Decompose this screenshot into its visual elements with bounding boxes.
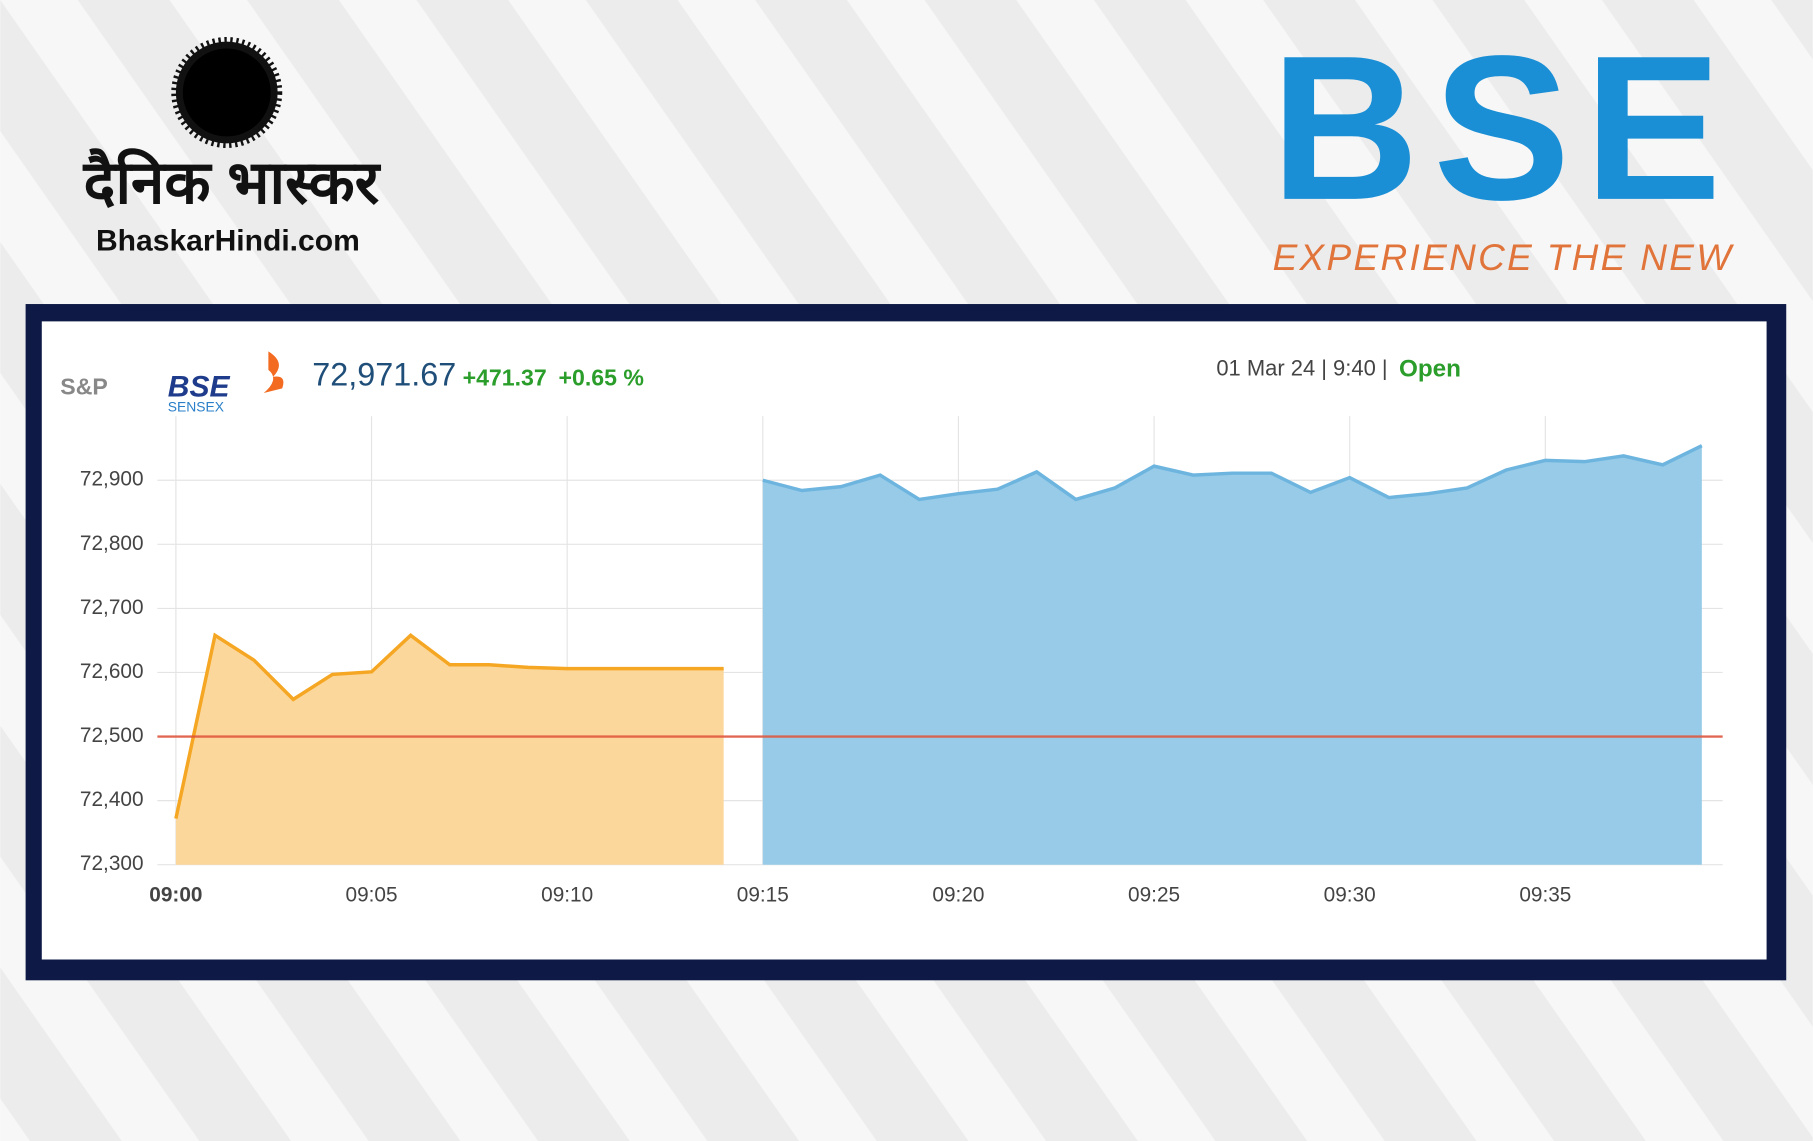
bse-tagline: EXPERIENCE THE NEW <box>1273 237 1735 278</box>
y-tick-label: 72,700 <box>80 596 144 619</box>
x-tick-label: 09:05 <box>346 883 398 906</box>
y-tick-label: 72,300 <box>80 852 144 875</box>
x-tick-label: 09:20 <box>932 883 984 906</box>
x-tick-label: 09:00 <box>149 883 202 906</box>
y-tick-label: 72,800 <box>80 532 144 555</box>
flame-icon <box>263 351 284 394</box>
y-tick-label: 72,500 <box>80 724 144 747</box>
price: 72,971.67 <box>312 356 456 392</box>
y-tick-label: 72,600 <box>80 660 144 683</box>
change-pct: +0.65 % <box>559 364 644 390</box>
plot: 72,300 72,400 72,500 72,600 72,700 72,800 72,9… <box>80 416 1723 906</box>
x-tick-label: 09:10 <box>541 883 593 906</box>
x-tick-label: 09:15 <box>737 883 789 906</box>
x-tick-label: 09:30 <box>1324 883 1376 906</box>
sun-logo <box>171 36 283 148</box>
logo-text: दैनिक भास्कर <box>83 148 382 216</box>
logo-site: BhaskarHindi.com <box>96 225 360 258</box>
status: Open <box>1399 355 1461 382</box>
brand-sp: S&P <box>60 374 108 400</box>
brand-bse: BSE <box>168 370 231 403</box>
area-fill <box>175 635 724 865</box>
series-line <box>762 444 1703 502</box>
x-tick-label: 09:35 <box>1519 883 1571 906</box>
y-tick-label: 72,900 <box>80 468 144 491</box>
change: +471.37 <box>463 364 547 390</box>
y-tick-label: 72,400 <box>80 788 144 811</box>
brand-sensex: SENSEX <box>168 399 224 415</box>
x-tick-label: 09:25 <box>1128 883 1180 906</box>
timestamp: 01 Mar 24 | 9:40 | <box>1216 356 1387 381</box>
series-line <box>174 632 724 819</box>
bse-logo: BSE <box>1271 13 1736 243</box>
area-fill <box>762 445 1702 865</box>
